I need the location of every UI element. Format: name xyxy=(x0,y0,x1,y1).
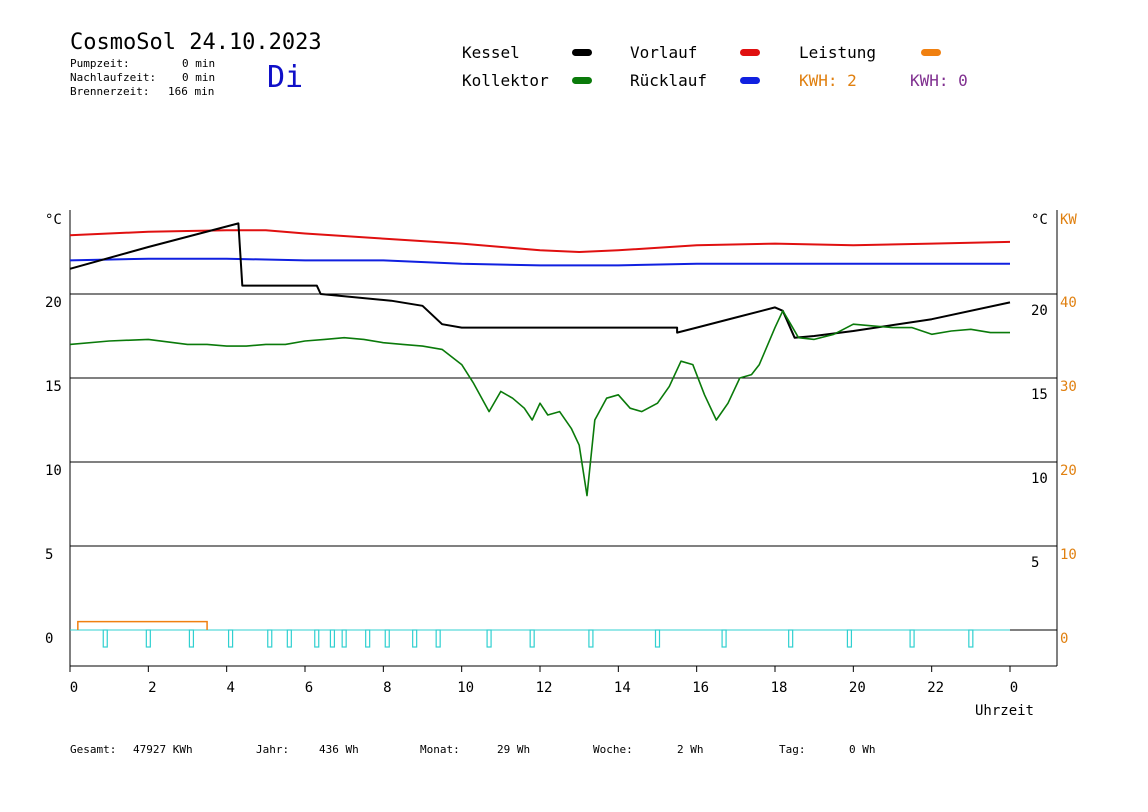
x-tick-label-7: 14 xyxy=(614,680,631,696)
pump-pulse-11 xyxy=(412,629,418,648)
brennerzeit-label: Brennerzeit: xyxy=(70,85,150,98)
y-tick-left-10: 10 xyxy=(45,463,62,479)
footer-gesamt-label: Gesamt: xyxy=(70,743,117,756)
x-tick-label-6: 12 xyxy=(536,680,553,696)
pump-pulse-15 xyxy=(588,629,594,648)
legend-leistung-swatch xyxy=(921,49,941,56)
y-unit-kw: KW xyxy=(1060,212,1077,228)
pump-pulse-10 xyxy=(384,629,390,648)
footer-woche-value: 2 Wh xyxy=(677,743,704,756)
x-tick-label-8: 16 xyxy=(692,680,709,696)
pump-pulse-3 xyxy=(227,629,234,648)
legend-vorlauf-label: Vorlauf xyxy=(630,43,698,62)
x-tick-label-2: 4 xyxy=(226,680,234,696)
pump-pulse-1 xyxy=(145,629,151,648)
footer-jahr-value: 436 Wh xyxy=(319,743,359,756)
x-axis-label: Uhrzeit xyxy=(975,703,1034,719)
x-tick-label-9: 18 xyxy=(771,680,788,696)
nachlaufzeit-label: Nachlaufzeit: xyxy=(70,71,157,84)
y-tick-right-kw-20: 40 xyxy=(1060,295,1077,311)
y-tick-left-20: 20 xyxy=(45,295,62,311)
y-unit-right: °C xyxy=(1031,212,1048,228)
legend-kessel-label: Kessel xyxy=(462,43,520,62)
chart-title: CosmoSol 24.10.2023 xyxy=(70,30,322,55)
series-kessel xyxy=(69,222,1011,339)
footer-monat-value: 29 Wh xyxy=(497,743,531,756)
pump-pulse-7 xyxy=(329,629,336,648)
y-tick-right-temp-5: 5 xyxy=(1031,555,1039,571)
legend-vorlauf-swatch xyxy=(740,49,760,56)
pump-pulse-2 xyxy=(188,629,195,648)
series-vorlauf xyxy=(69,229,1011,253)
legend-kwh-secondary: KWH: 0 xyxy=(910,71,968,90)
nachlaufzeit-value: 0 min xyxy=(182,71,216,84)
legend-ruecklauf-label: Rücklauf xyxy=(630,71,708,90)
series-kollektor xyxy=(69,309,1010,497)
y-tick-right-kw-10: 20 xyxy=(1060,463,1077,479)
y-tick-left-5: 5 xyxy=(45,547,53,563)
y-tick-right-kw-15: 30 xyxy=(1060,379,1077,395)
pump-pulse-21 xyxy=(968,629,974,648)
x-tick-label-10: 20 xyxy=(849,680,866,696)
footer-jahr-label: Jahr: xyxy=(256,743,290,756)
brennerzeit-value: 166 min xyxy=(168,85,215,98)
pump-pulse-4 xyxy=(267,629,273,648)
footer-tag-label: Tag: xyxy=(779,743,806,756)
legend-kwh-leistung: KWH: 2 xyxy=(799,71,857,90)
weekday-label: Di xyxy=(267,60,304,95)
y-tick-right-temp-20: 20 xyxy=(1031,303,1048,319)
pump-pulse-6 xyxy=(314,629,320,648)
pump-pulse-8 xyxy=(341,629,347,648)
series-leistung xyxy=(77,620,208,630)
footer-woche-label: Woche: xyxy=(593,743,633,756)
pumpzeit-value: 0 min xyxy=(182,57,216,70)
x-tick-label-5: 10 xyxy=(457,680,474,696)
x-tick-label-0: 0 xyxy=(70,680,78,696)
pump-pulse-9 xyxy=(365,629,371,648)
footer-gesamt-value: 47927 KWh xyxy=(133,743,193,756)
footer-tag-value: 0 Wh xyxy=(849,743,876,756)
x-tick-label-12: 0 xyxy=(1010,680,1018,696)
legend-ruecklauf-swatch xyxy=(740,77,760,84)
pump-pulse-12 xyxy=(435,629,441,648)
x-tick-label-11: 22 xyxy=(927,680,944,696)
pump-pulse-0 xyxy=(102,629,108,648)
y-tick-right-kw-5: 10 xyxy=(1060,547,1077,563)
y-unit-left: °C xyxy=(45,212,62,228)
y-tick-right-kw-0: 0 xyxy=(1060,631,1068,647)
pumpzeit-label: Pumpzeit: xyxy=(70,57,130,70)
pump-pulse-16 xyxy=(654,629,661,648)
pump-pulse-19 xyxy=(846,629,853,648)
pump-pulse-5 xyxy=(286,629,292,648)
pump-pulse-20 xyxy=(909,629,915,648)
x-tick-label-4: 8 xyxy=(383,680,391,696)
legend-kollektor-swatch xyxy=(572,77,592,84)
x-tick-label-1: 2 xyxy=(148,680,156,696)
y-tick-right-temp-10: 10 xyxy=(1031,471,1048,487)
x-tick-label-3: 6 xyxy=(305,680,313,696)
legend-kollektor-label: Kollektor xyxy=(462,71,549,90)
pump-pulse-17 xyxy=(721,629,727,648)
footer-monat-label: Monat: xyxy=(420,743,460,756)
pump-pulse-13 xyxy=(486,629,492,648)
y-tick-right-temp-15: 15 xyxy=(1031,387,1048,403)
legend-kessel-swatch xyxy=(572,49,592,56)
pump-pulse-18 xyxy=(788,629,794,648)
y-tick-left-0: 0 xyxy=(45,631,53,647)
pump-pulse-14 xyxy=(529,629,535,648)
legend-leistung-label: Leistung xyxy=(799,43,877,62)
series-ruecklauf xyxy=(69,257,1010,267)
y-tick-left-15: 15 xyxy=(45,379,62,395)
